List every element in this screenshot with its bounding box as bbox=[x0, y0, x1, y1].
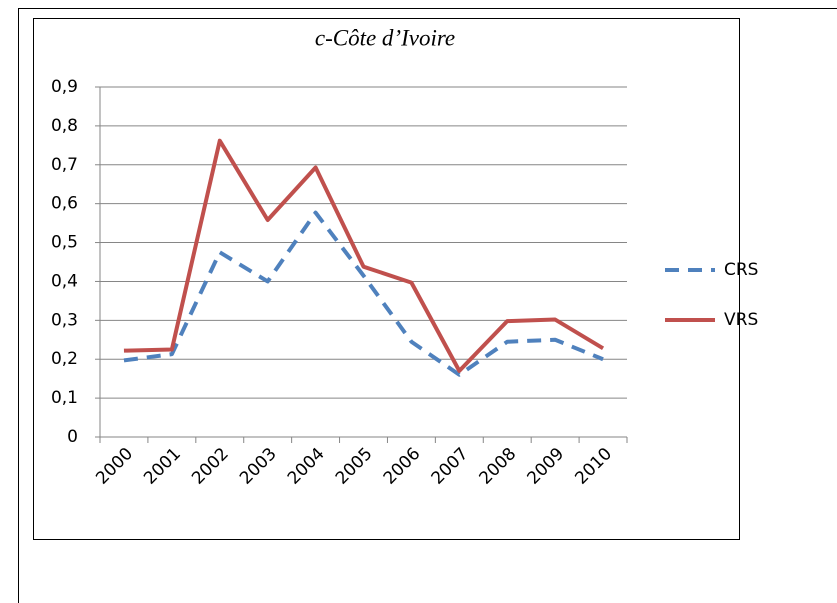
chart-frame bbox=[33, 18, 740, 540]
data-line bbox=[123, 138, 605, 373]
data-line bbox=[123, 210, 604, 377]
chart-title: c-Côte d’Ivoire bbox=[315, 25, 455, 50]
legend-label: VRS bbox=[724, 310, 758, 330]
y-tick-label: 0,4 bbox=[51, 271, 78, 291]
y-tick-label: 0,3 bbox=[51, 310, 78, 330]
y-tick-label: 0,2 bbox=[51, 349, 78, 369]
legend-label: CRS bbox=[724, 260, 758, 280]
y-tick-label: 0,9 bbox=[51, 77, 78, 97]
y-tick-label: 0,7 bbox=[51, 155, 78, 175]
y-tick-label: 0,6 bbox=[51, 194, 78, 214]
y-tick-label: 0,8 bbox=[51, 116, 78, 136]
y-tick-label: 0 bbox=[67, 427, 78, 447]
y-tick-label: 0,1 bbox=[51, 388, 78, 408]
y-tick-label: 0,5 bbox=[51, 233, 78, 253]
outer-frame bbox=[18, 8, 837, 603]
